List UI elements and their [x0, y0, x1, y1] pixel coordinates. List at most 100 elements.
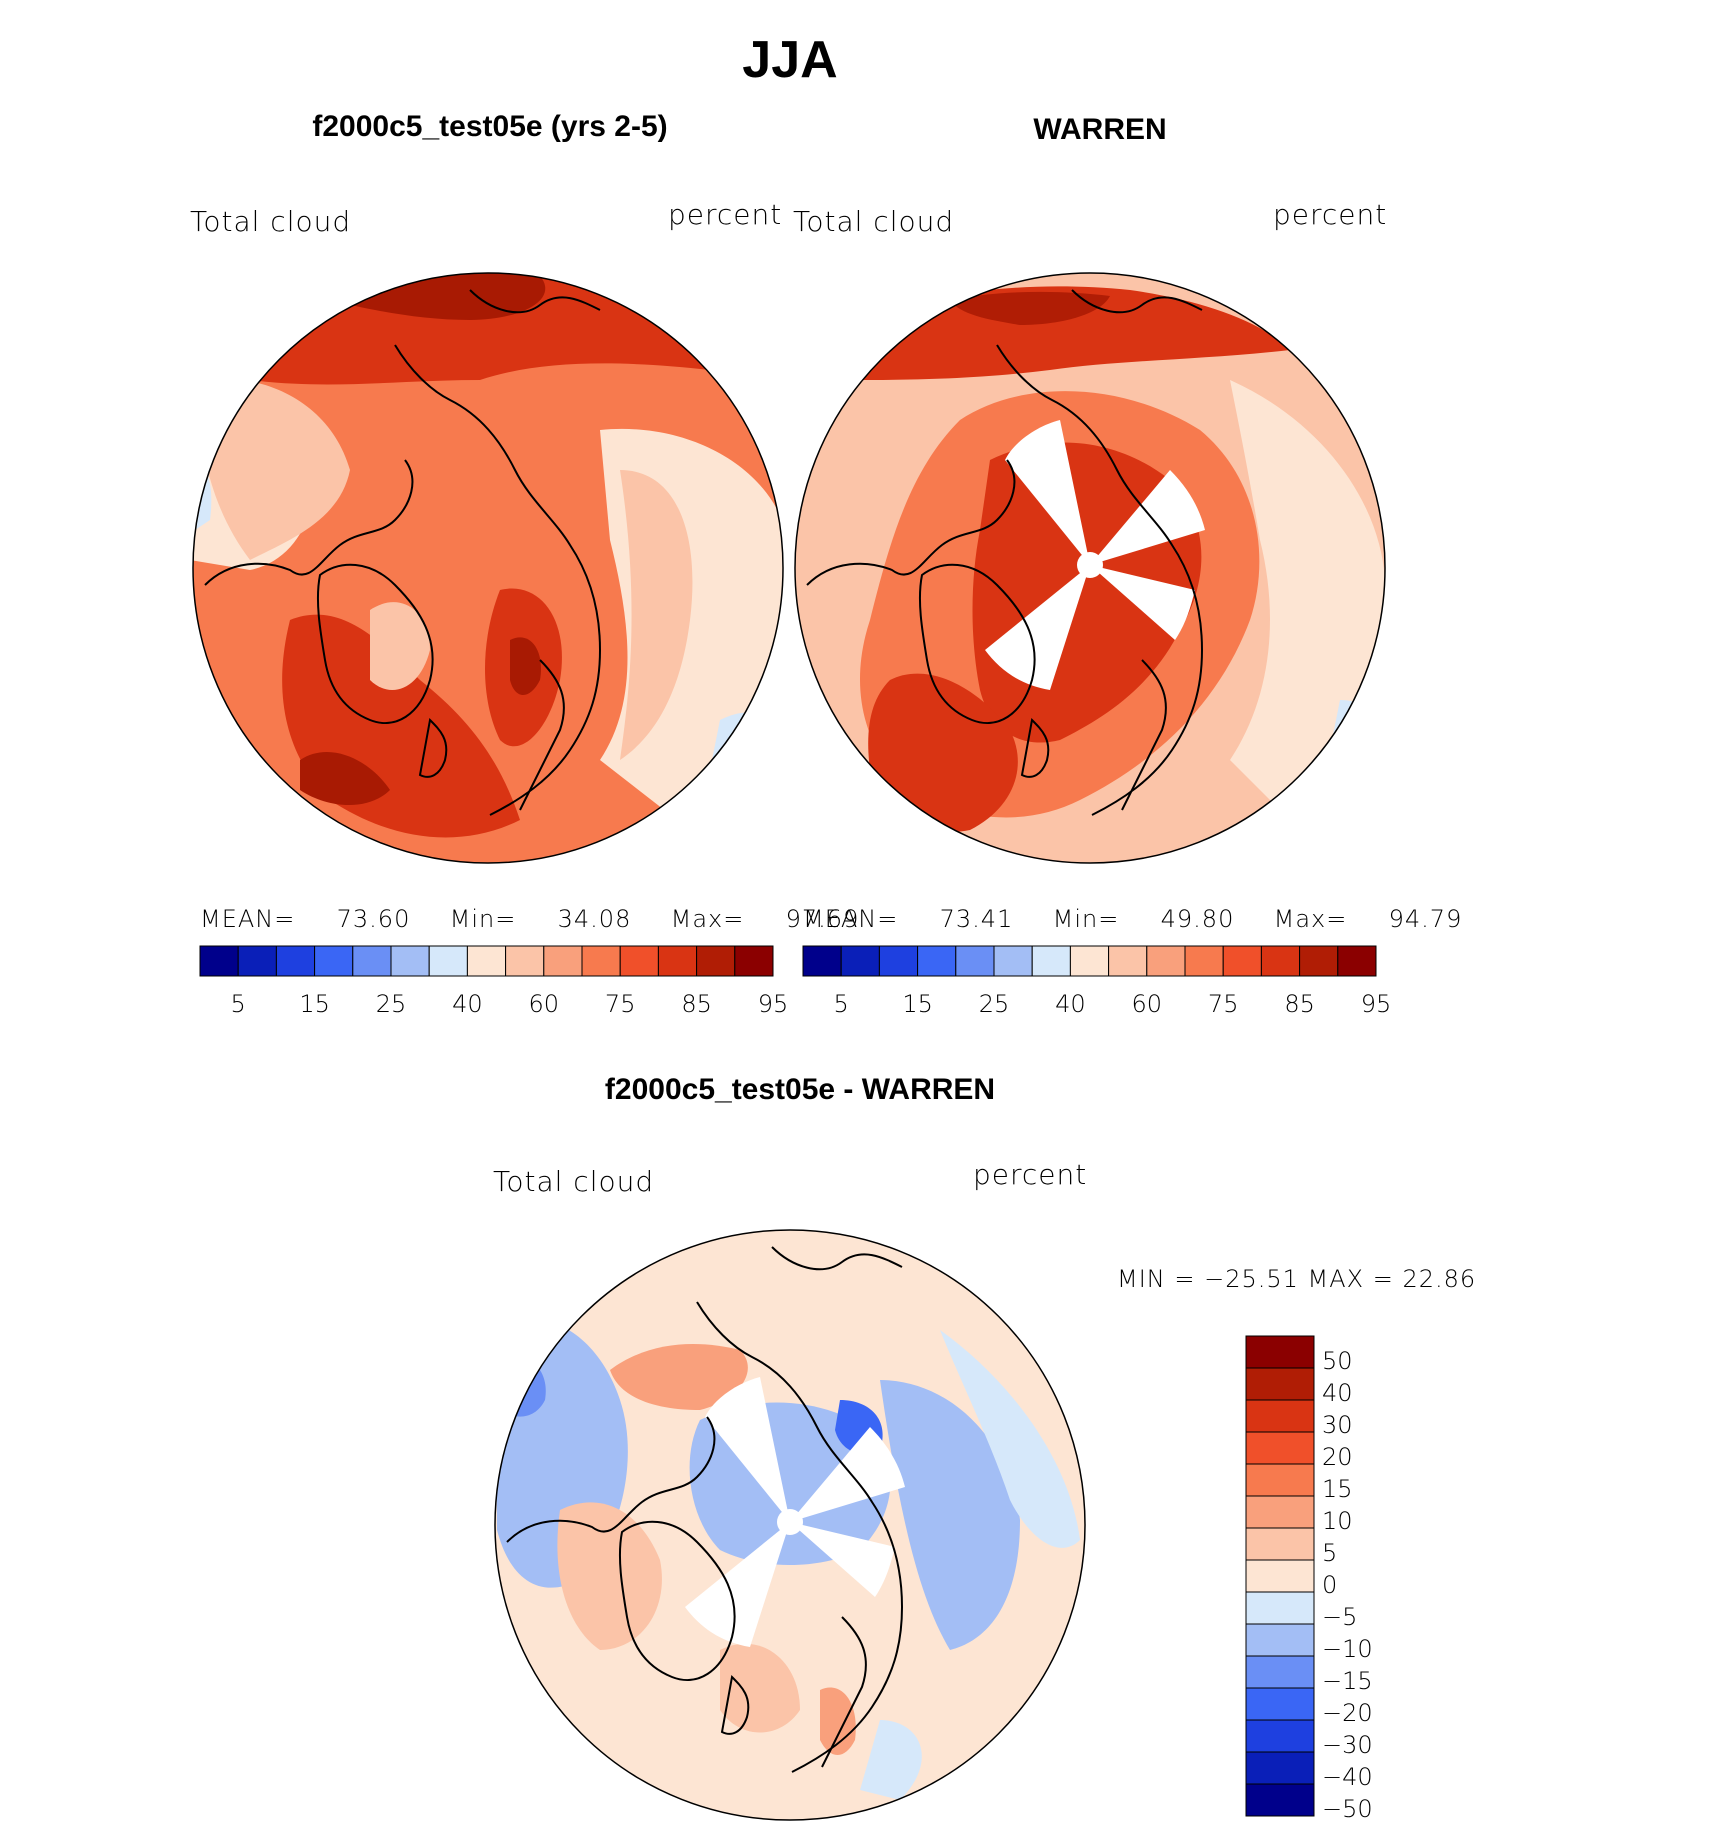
diff-colorbar-swatch	[1245, 1655, 1315, 1689]
model-low-region-east2	[620, 470, 693, 760]
obs-colorbar-tick-label: 5	[834, 990, 849, 1018]
obs-missing-wedge-2	[1090, 470, 1205, 565]
obs-min-value: 49.80	[1160, 905, 1235, 933]
obs-colorbar-tick-label: 75	[1208, 990, 1239, 1018]
diff-iceland-coast	[720, 1674, 750, 1735]
model-colorbar-swatch	[734, 945, 774, 977]
obs-colorbar-swatch	[878, 945, 919, 977]
model-colorbar-tick-label: 40	[452, 990, 483, 1018]
obs-colorbar-tick-label: 15	[902, 990, 933, 1018]
model-colorbar-swatch	[505, 945, 545, 977]
obs-colorbar-swatch	[1337, 945, 1377, 977]
diff-neg-south	[860, 1720, 922, 1800]
diff-pole-hole	[777, 1509, 803, 1535]
model-colorbar-swatch	[237, 945, 277, 977]
diff-colorbar-swatch	[1245, 1431, 1315, 1465]
obs-colorbar-swatch	[1108, 945, 1148, 977]
diff-colorbar-swatch	[1245, 1719, 1315, 1753]
diff-pos-atlantic	[720, 1643, 800, 1733]
obs-colorbar: 5 15 25 40 60 75 85 95	[802, 945, 1391, 1018]
obs-colorbar-swatch	[1146, 945, 1186, 977]
model-colorbar: 5 15 25 40 60 75 85 95	[199, 945, 789, 1018]
model-colorbar-swatch	[619, 945, 659, 977]
diff-colorbar-swatch	[1245, 1783, 1315, 1817]
model-max-atlantic	[300, 751, 390, 805]
obs-greenland-coast	[918, 563, 1036, 725]
obs-map-border	[794, 272, 1386, 864]
diff-colorbar-tick-label: −5	[1322, 1603, 1357, 1631]
figure-title: JJA	[742, 31, 838, 89]
model-colorbar-swatch	[657, 945, 698, 977]
model-colorbar-tick-label: 95	[758, 990, 789, 1018]
model-map	[193, 273, 783, 863]
model-colorbar-swatch	[314, 945, 354, 977]
model-min-label: Min=	[449, 905, 517, 933]
diff-colorbar-tick-label: 5	[1322, 1539, 1337, 1567]
diff-neg-east-outer	[940, 1330, 1080, 1548]
panel-title-obs: WARREN	[1033, 113, 1167, 146]
obs-left-label: Total cloud	[793, 205, 955, 238]
obs-colorbar-swatch	[1299, 945, 1339, 977]
obs-alaska-coast	[1071, 289, 1203, 314]
panel-title-model: f2000c5_test05e (yrs 2-5)	[312, 110, 668, 143]
model-colorbar-tick-label: 85	[681, 990, 712, 1018]
diff-colorbar-swatch	[1245, 1559, 1315, 1593]
model-max-barents	[510, 637, 541, 695]
diff-missing-wedge-2	[790, 1427, 905, 1522]
model-canada-coast	[204, 459, 414, 586]
obs-min-label: Min=	[1052, 905, 1120, 933]
model-min-value: 34.08	[557, 905, 632, 933]
diff-minmax: MIN = −25.51 MAX = 22.86	[1117, 1265, 1477, 1293]
obs-colorbar-tick-label: 25	[979, 990, 1010, 1018]
model-map-border	[192, 272, 784, 864]
model-scandinavia-coast	[519, 659, 565, 811]
model-colorbar-swatch	[581, 945, 621, 977]
obs-colorbar-swatch	[917, 945, 957, 977]
panel-title-diff: f2000c5_test05e - WARREN	[604, 1073, 996, 1106]
diff-neg-west-strong	[500, 1357, 546, 1417]
diff-colorbar-swatch	[1245, 1751, 1315, 1785]
diff-canada-coast	[506, 1416, 716, 1543]
obs-colorbar-swatch	[1260, 945, 1301, 977]
obs-coastlines	[806, 289, 1204, 816]
diff-pos-north	[610, 1344, 748, 1410]
diff-colorbar-tick-label: 40	[1322, 1379, 1353, 1407]
obs-colorbar-tick-label: 85	[1284, 990, 1315, 1018]
model-left-label: Total cloud	[190, 205, 352, 238]
model-iceland-coast	[418, 717, 448, 778]
diff-colorbar-tick-label: −15	[1322, 1667, 1373, 1695]
diff-greenland-coast	[618, 1520, 736, 1682]
diff-colorbar-tick-label: 10	[1322, 1507, 1353, 1535]
diff-scandinavia-coast	[821, 1616, 867, 1768]
obs-missing-wedge-3	[985, 565, 1090, 690]
obs-missing-wedge-4	[1090, 565, 1195, 640]
obs-colorbar-tick-label: 60	[1132, 990, 1163, 1018]
diff-colorbar-swatch	[1245, 1687, 1315, 1721]
diff-pos-greenland	[557, 1502, 662, 1650]
model-mean-label: MEAN=	[200, 905, 296, 933]
model-mean-value: 73.60	[336, 905, 411, 933]
obs-mean-value: 73.41	[939, 905, 1014, 933]
model-low-region-west2	[195, 378, 350, 560]
diff-colorbar-tick-label: −40	[1322, 1763, 1373, 1791]
model-colorbar-swatch	[352, 945, 392, 977]
diff-colorbar-tick-label: −10	[1322, 1635, 1373, 1663]
model-colorbar-tick-label: 15	[299, 990, 330, 1018]
obs-colorbar-swatch	[840, 945, 880, 977]
model-colorbar-swatch	[390, 945, 430, 977]
model-greenland-inner	[370, 602, 430, 690]
diff-left-label: Total cloud	[493, 1165, 655, 1198]
diff-right-label: percent	[973, 1158, 1088, 1191]
diff-map	[495, 1230, 1085, 1820]
diff-colorbar-tick-label: −30	[1322, 1731, 1373, 1759]
obs-right-label: percent	[1273, 198, 1388, 231]
obs-colorbar-swatch	[1031, 945, 1071, 977]
diff-colorbar-swatch	[1245, 1527, 1315, 1561]
diff-colorbar-swatch	[1245, 1399, 1315, 1433]
diff-pos-scandinavia	[820, 1687, 856, 1755]
model-colorbar-tick-label: 25	[376, 990, 407, 1018]
diff-neg-east	[880, 1380, 1020, 1650]
model-siberia-coast	[394, 344, 602, 816]
diff-colorbar-tick-label: 30	[1322, 1411, 1353, 1439]
diff-colorbar-swatch	[1245, 1335, 1315, 1369]
